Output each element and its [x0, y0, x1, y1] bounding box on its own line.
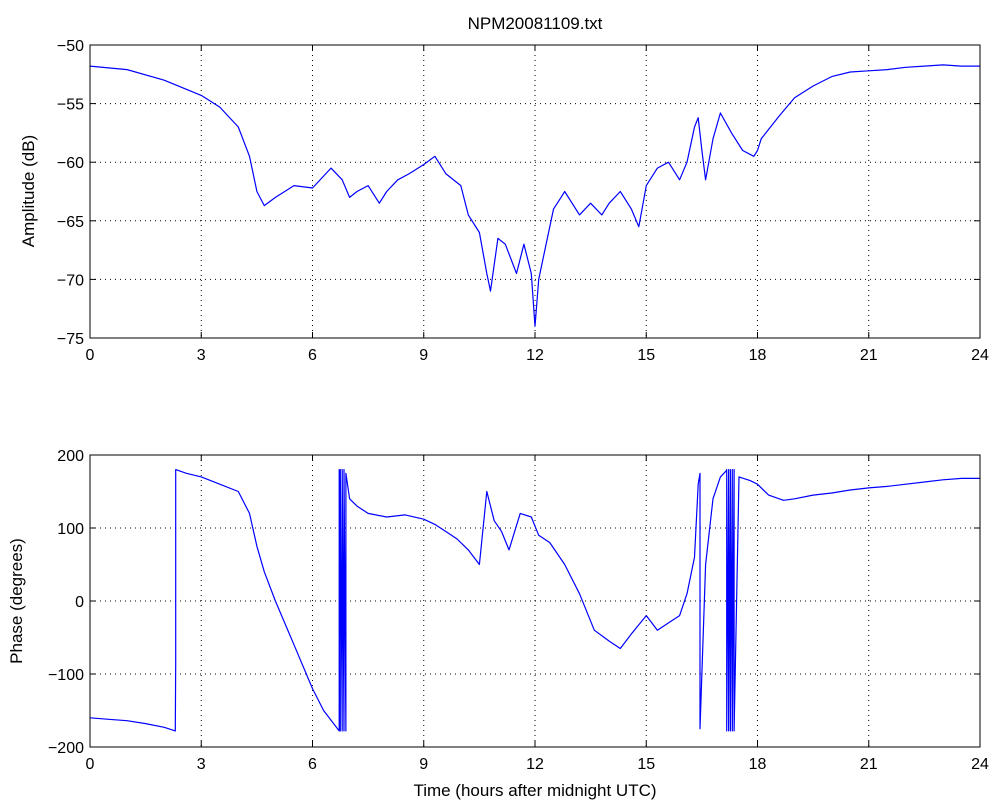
amplitude-x-tick-label: 12 — [526, 347, 544, 364]
amplitude-y-tick-label: −70 — [57, 272, 84, 289]
phase-plot-frame — [89, 454, 981, 748]
phase-x-tick-label: 6 — [308, 756, 317, 773]
amplitude-plot: NPM20081109.txt Amplitude (dB) 0 3 6 9 12 15 1… — [19, 14, 989, 364]
time-x-axis-label: Time (hours after midnight UTC) — [413, 781, 656, 800]
phase-y-tick-label: 100 — [57, 521, 84, 538]
amplitude-x-tick-label: 18 — [749, 347, 767, 364]
phase-x-tick-label: 0 — [86, 756, 95, 773]
amplitude-y-tick-label: −55 — [57, 97, 84, 114]
amplitude-plot-frame — [89, 44, 981, 339]
phase-y-tick-label: −200 — [48, 740, 84, 757]
amplitude-y-tick-label: −50 — [57, 38, 84, 55]
phase-x-tick-label: 21 — [860, 756, 878, 773]
phase-gridlines — [90, 455, 980, 747]
phase-x-tick-label: 24 — [971, 756, 989, 773]
amplitude-y-tick-label: −60 — [57, 155, 84, 172]
phase-x-tick-label: 18 — [749, 756, 767, 773]
phase-x-tick-label: 12 — [526, 756, 544, 773]
phase-y-axis-label: Phase (degrees) — [7, 538, 26, 664]
amplitude-y-tick-label: −65 — [57, 214, 84, 231]
phase-y-tick-label: −100 — [48, 667, 84, 684]
amplitude-x-tick-label: 24 — [971, 347, 989, 364]
amplitude-gridlines — [90, 45, 980, 338]
amplitude-x-tick-label: 0 — [86, 347, 95, 364]
amplitude-series-line — [89, 64, 980, 327]
phase-y-tick-label: 0 — [75, 594, 84, 611]
chart-title: NPM20081109.txt — [468, 14, 603, 33]
phase-plot: Phase (degrees) Time (hours after midnig… — [7, 448, 989, 800]
amplitude-y-axis-label: Amplitude (dB) — [19, 135, 38, 247]
amplitude-y-tick-label: −75 — [57, 331, 84, 348]
amplitude-x-tick-label: 6 — [308, 347, 317, 364]
phase-x-tick-label: 15 — [637, 756, 655, 773]
amplitude-x-tick-label: 15 — [637, 347, 655, 364]
amplitude-x-tick-label: 3 — [197, 347, 206, 364]
phase-series-line — [89, 469, 980, 732]
phase-y-tick-label: 200 — [57, 448, 84, 465]
amplitude-x-tick-label: 9 — [419, 347, 428, 364]
phase-x-tick-label: 3 — [197, 756, 206, 773]
amplitude-x-tick-label: 21 — [860, 347, 878, 364]
phase-x-tick-label: 9 — [419, 756, 428, 773]
